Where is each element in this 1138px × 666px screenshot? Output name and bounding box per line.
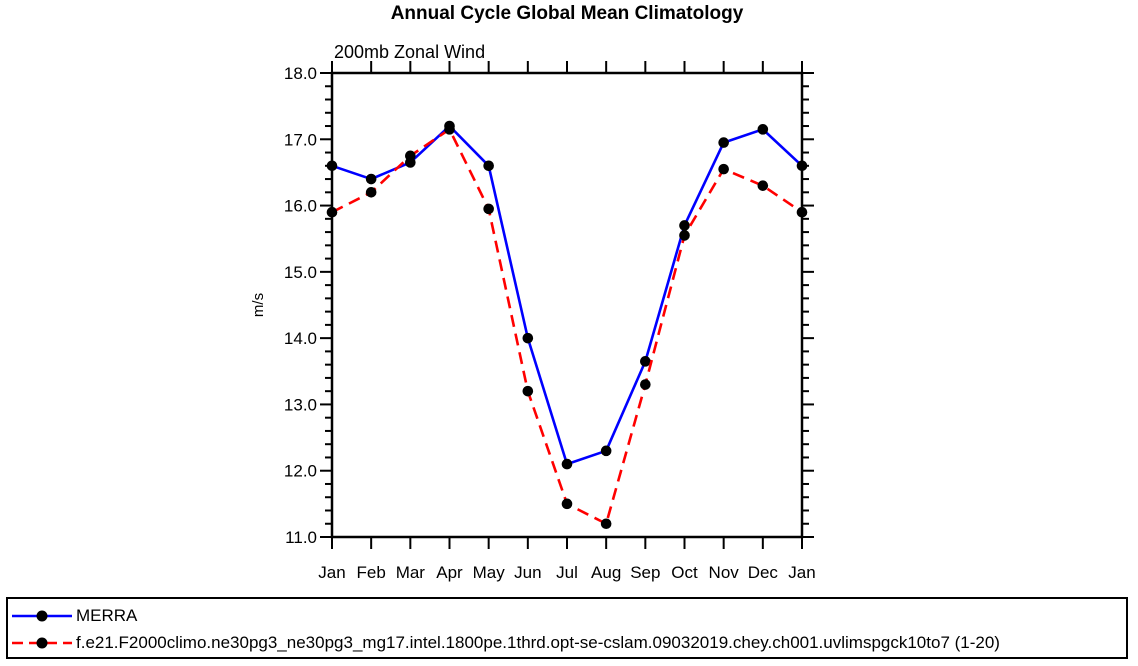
data-point-marker [326, 160, 338, 172]
x-tick-label: Jun [514, 563, 541, 582]
legend-label-merra: MERRA [76, 605, 138, 625]
data-point-marker [757, 124, 769, 135]
data-point-marker [405, 150, 416, 162]
data-point-marker [444, 124, 455, 135]
y-tick-label: 14.0 [284, 329, 317, 348]
x-tick-label: Mar [396, 563, 426, 582]
data-point-marker [718, 137, 729, 148]
y-tick-label: 11.0 [285, 528, 317, 547]
x-tick-label: Nov [709, 563, 740, 582]
data-point-marker [679, 230, 690, 241]
series-line-merra [331, 124, 803, 466]
legend-swatch-model [12, 637, 72, 648]
data-point-marker [600, 445, 612, 457]
data-point-marker [326, 206, 338, 218]
y-axis-unit-label: m/s [250, 293, 267, 317]
legend-box: MERRA f.e21.F2000climo.ne30pg3_ne30pg3_m… [6, 597, 1128, 659]
x-tick-label: Jan [318, 563, 345, 582]
x-tick-label: Jul [556, 563, 578, 582]
data-point-marker [718, 163, 729, 175]
data-point-marker [640, 379, 651, 390]
x-tick-label: Sep [630, 563, 660, 582]
y-tick-label: 18.0 [284, 64, 317, 83]
data-point-marker [365, 173, 377, 185]
data-point-marker [561, 498, 573, 510]
y-tick-label: 17.0 [284, 130, 317, 149]
data-point-marker [483, 160, 494, 172]
legend-marker-dot [36, 610, 48, 621]
data-point-marker [365, 187, 377, 198]
x-tick-label: Apr [436, 563, 463, 582]
y-tick-label: 12.0 [284, 462, 317, 481]
data-point-marker [679, 220, 690, 231]
x-tick-label: Jan [788, 563, 815, 582]
data-point-marker [796, 206, 808, 218]
chart-title: Annual Cycle Global Mean Climatology [390, 3, 744, 24]
x-tick-label: Dec [748, 563, 779, 582]
legend-item-model: f.e21.F2000climo.ne30pg3_ne30pg3_mg17.in… [8, 629, 1126, 656]
x-tick-label: Aug [591, 563, 621, 582]
data-point-marker [796, 160, 808, 172]
data-point-marker [561, 458, 573, 470]
y-tick-label: 15.0 [284, 263, 317, 282]
chart-subtitle: 200mb Zonal Wind [334, 42, 486, 62]
data-point-marker [600, 518, 612, 530]
data-point-marker [483, 203, 494, 215]
x-tick-label: May [473, 563, 506, 582]
data-point-marker [522, 332, 534, 344]
x-tick-label: Oct [671, 563, 698, 582]
data-point-marker [757, 180, 769, 191]
y-tick-label: 16.0 [284, 197, 317, 216]
legend-label-model: f.e21.F2000climo.ne30pg3_ne30pg3_mg17.in… [76, 632, 1000, 652]
data-point-marker [522, 385, 534, 397]
legend-item-merra: MERRA [8, 602, 1126, 629]
data-point-marker [640, 356, 651, 367]
legend-marker-dot [36, 637, 48, 648]
y-tick-label: 13.0 [284, 395, 317, 414]
legend-swatch-merra [12, 610, 72, 621]
x-tick-label: Feb [357, 563, 386, 582]
plot-area: 11.0 12.0 13.0 14.0 15.0 16.0 17.0 18.0 Jan Feb Ma… [250, 61, 816, 582]
